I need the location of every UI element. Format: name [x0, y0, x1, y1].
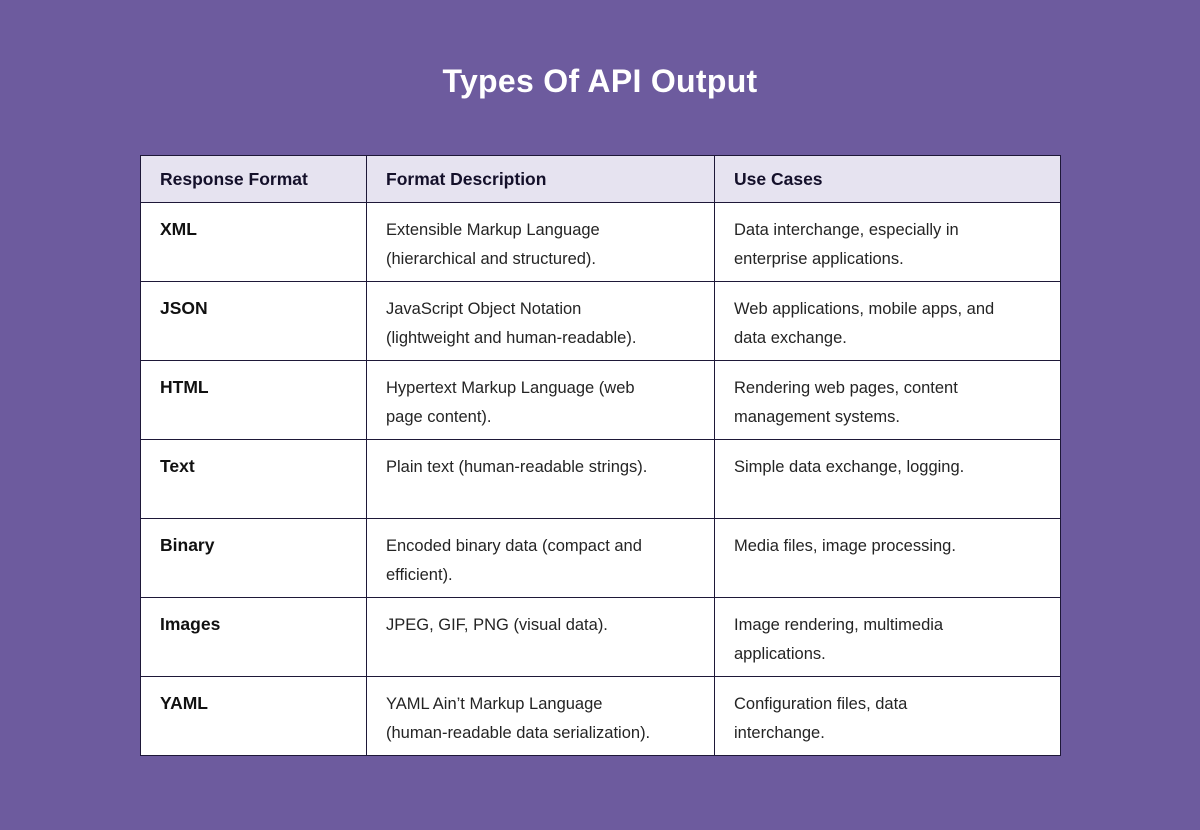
table-row: HTML Hypertext Markup Language (web page… [140, 360, 1061, 440]
table-row: YAML YAML Ain’t Markup Language (human-r… [140, 676, 1061, 756]
cell-format: HTML [140, 360, 367, 440]
cell-use-cases: Rendering web pages, content management … [714, 360, 1061, 440]
cell-use-cases: Web applications, mobile apps, and data … [714, 281, 1061, 361]
cell-description: Hypertext Markup Language (web page cont… [366, 360, 715, 440]
cell-format: Text [140, 439, 367, 519]
table-row: Images JPEG, GIF, PNG (visual data). Ima… [140, 597, 1061, 677]
cell-use-cases: Simple data exchange, logging. [714, 439, 1061, 519]
table-row: JSON JavaScript Object Notation (lightwe… [140, 281, 1061, 361]
cell-format: Binary [140, 518, 367, 598]
page-title: Types Of API Output [442, 63, 758, 99]
column-header-format-description: Format Description [366, 155, 715, 203]
cell-format: YAML [140, 676, 367, 756]
cell-description: Plain text (human-readable strings). [366, 439, 715, 519]
table-row: XML Extensible Markup Language (hierarch… [140, 202, 1061, 282]
cell-description: YAML Ain’t Markup Language (human-readab… [366, 676, 715, 756]
cell-description: Extensible Markup Language (hierarchical… [366, 202, 715, 282]
column-header-use-cases: Use Cases [714, 155, 1061, 203]
cell-description: Encoded binary data (compact and efficie… [366, 518, 715, 598]
table-row: Binary Encoded binary data (compact and … [140, 518, 1061, 598]
column-header-response-format: Response Format [140, 155, 367, 203]
api-output-table: Response Format Format Description Use C… [140, 155, 1061, 756]
cell-format: XML [140, 202, 367, 282]
cell-format: Images [140, 597, 367, 677]
cell-use-cases: Configuration files, data interchange. [714, 676, 1061, 756]
cell-use-cases: Image rendering, multimedia applications… [714, 597, 1061, 677]
cell-use-cases: Data interchange, especially in enterpri… [714, 202, 1061, 282]
table-row: Text Plain text (human-readable strings)… [140, 439, 1061, 519]
table-header: Response Format Format Description Use C… [140, 155, 1061, 203]
cell-description: JavaScript Object Notation (lightweight … [366, 281, 715, 361]
table-header-row: Response Format Format Description Use C… [140, 155, 1061, 203]
table-rows: XML Extensible Markup Language (hierarch… [140, 202, 1061, 756]
cell-description: JPEG, GIF, PNG (visual data). [366, 597, 715, 677]
cell-format: JSON [140, 281, 367, 361]
cell-use-cases: Media files, image processing. [714, 518, 1061, 598]
